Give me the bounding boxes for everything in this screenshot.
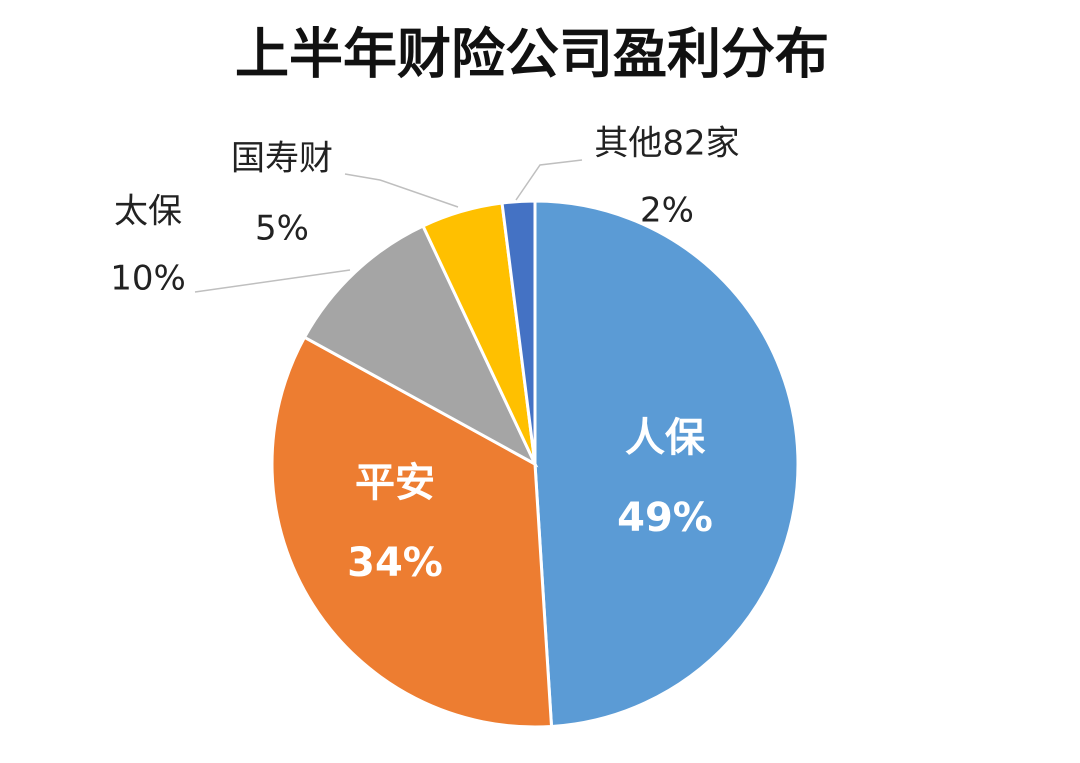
slice-category: 平安: [355, 460, 435, 506]
pie-slice: [500, 199, 537, 465]
slice-label: 34%: [347, 540, 443, 586]
slice-category: 国寿财: [231, 139, 333, 179]
chart-title: 上半年财险公司盈利分布: [235, 23, 829, 86]
pie-slice: [302, 224, 539, 468]
leader-line: [344, 173, 459, 208]
slice-category: 人保: [625, 415, 706, 461]
pie-slice: [533, 199, 800, 729]
slice-label: 10%: [110, 259, 186, 299]
slice-label: 2%: [640, 191, 694, 231]
slice-category: 其他82家: [594, 124, 739, 164]
slice-label: 5%: [255, 209, 309, 249]
leader-line: [515, 159, 583, 201]
slice-category: 太保: [114, 192, 182, 232]
leader-line: [194, 269, 351, 293]
slice-label: 49%: [617, 495, 713, 541]
